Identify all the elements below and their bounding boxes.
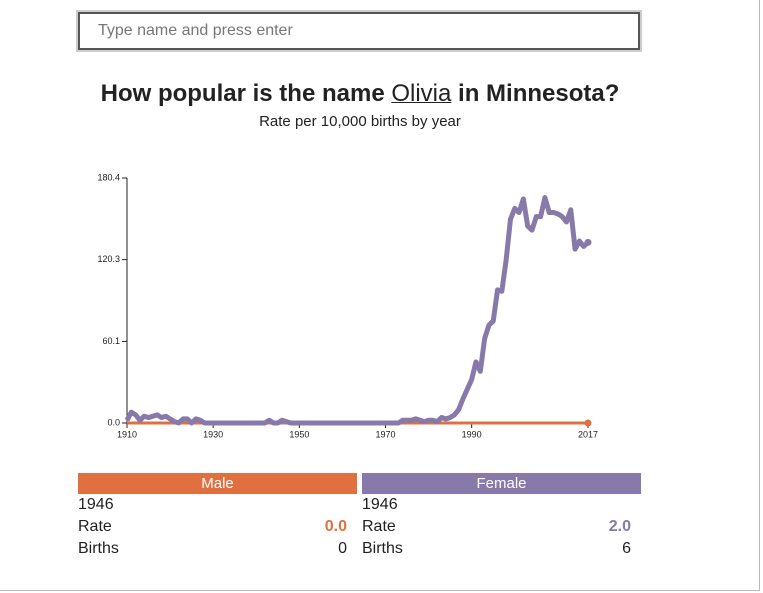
- series-line: [124, 195, 590, 426]
- rate-row: Rate 2.0: [362, 516, 641, 538]
- rate-label: Rate: [78, 518, 112, 535]
- rate-value: 0.0: [324, 518, 347, 535]
- search-input[interactable]: Type name and press enter: [76, 10, 642, 52]
- y-tick-label: 60.1: [102, 336, 120, 346]
- chart-title: How popular is the name Olivia in Minnes…: [0, 80, 720, 108]
- title-suffix: in Minnesota?: [458, 80, 620, 107]
- x-tick-label: 2017: [578, 429, 598, 439]
- year: 1946: [78, 496, 114, 513]
- panel-header: Female: [362, 473, 641, 494]
- title-prefix: How popular is the name: [100, 80, 385, 107]
- rate-label: Rate: [362, 518, 396, 535]
- female-panel: Female 1946 Rate 2.0 Births 6: [362, 473, 641, 560]
- end-dot: [584, 238, 592, 246]
- y-tick-label: 180.4: [97, 172, 120, 182]
- births-row: Births 6: [362, 538, 641, 560]
- x-tick-label: 1950: [289, 429, 309, 439]
- y-tick-label: 0.0: [107, 417, 120, 427]
- end-dot: [584, 419, 592, 427]
- births-value: 6: [622, 540, 631, 557]
- births-row: Births 0: [78, 538, 357, 560]
- births-value: 0: [338, 540, 347, 557]
- rate-value: 2.0: [608, 518, 631, 535]
- x-tick-label: 1970: [375, 429, 395, 439]
- x-tick-label: 1990: [462, 429, 482, 439]
- x-tick-label: 1930: [203, 429, 223, 439]
- births-label: Births: [362, 540, 403, 557]
- title-name[interactable]: Olivia: [391, 80, 452, 107]
- y-tick-label: 120.3: [97, 254, 120, 264]
- births-label: Births: [78, 540, 119, 557]
- x-tick-label: 1910: [117, 429, 137, 439]
- panel-header: Male: [78, 473, 357, 494]
- male-panel: Male 1946 Rate 0.0 Births 0: [78, 473, 357, 560]
- rate-row: Rate 0.0: [78, 516, 357, 538]
- chart-subtitle: Rate per 10,000 births by year: [259, 113, 461, 130]
- year: 1946: [362, 496, 398, 513]
- chart: 0.0 60.1 120.3 180.4 1910 1930 1950 1970 1990 201…: [97, 172, 598, 439]
